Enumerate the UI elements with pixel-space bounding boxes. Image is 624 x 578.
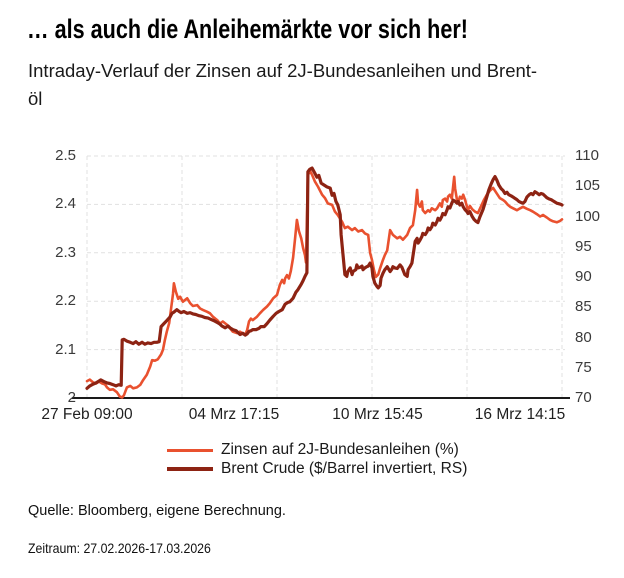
y-left-tick-label: 2.2	[55, 292, 76, 310]
subtitle-line-1: Intraday-Verlauf der Zinsen auf 2J-Bunde…	[28, 60, 538, 81]
y-left-tick-label: 2.5	[55, 147, 76, 164]
legend-label-brent: Brent Crude ($/Barrel invertiert, RS)	[221, 460, 468, 477]
chart-legend: Zinsen auf 2J-Bundesanleihen (%) Brent C…	[167, 441, 467, 478]
x-tick-label: 04 Mrz 17:15	[188, 406, 280, 423]
chart-subtitle: Intraday-Verlauf der Zinsen auf 2J-Bunde…	[28, 57, 537, 113]
y-right-tick-label: 110	[575, 147, 599, 164]
y-right-tick-label: 85	[575, 298, 592, 316]
y-right-tick-label: 70	[575, 389, 592, 406]
x-tick-label: 10 Mrz 15:45	[332, 406, 423, 423]
period-note: Zeitraum: 27.02.2026-17.03.2026	[28, 540, 211, 556]
subtitle-line-2: öl	[28, 88, 43, 109]
legend-item-zinsen: Zinsen auf 2J-Bundesanleihen (%)	[167, 441, 467, 459]
page-title: … als auch die Anleihemärkte vor sich he…	[27, 14, 468, 44]
y-right-tick-label: 90	[575, 268, 592, 285]
legend-item-brent: Brent Crude ($/Barrel invertiert, RS)	[167, 460, 467, 478]
y-right-tick-label: 100	[575, 207, 601, 225]
y-left-tick-label: 2	[67, 389, 76, 406]
legend-label-zinsen: Zinsen auf 2J-Bundesanleihen (%)	[221, 441, 459, 458]
brent-line	[85, 166, 564, 390]
y-right-tick-label: 105	[575, 177, 601, 195]
y-left-tick-label: 2.3	[55, 243, 76, 261]
legend-line-swatch-brent	[167, 467, 213, 471]
x-tick-label: 27 Feb 09:00	[41, 406, 133, 423]
x-tick-label: 16 Mrz 14:15	[474, 406, 566, 423]
legend-line-swatch-zinsen	[167, 448, 213, 452]
zinsen-line	[85, 169, 564, 399]
source-note: Quelle: Bloomberg, eigene Berechnung.	[28, 503, 286, 519]
y-left-tick-label: 2.1	[55, 340, 76, 358]
y-right-tick-label: 95	[575, 237, 592, 255]
y-right-tick-label: 75	[575, 358, 592, 376]
y-left-tick-label: 2.4	[55, 195, 76, 213]
y-right-tick-label: 80	[575, 328, 592, 346]
